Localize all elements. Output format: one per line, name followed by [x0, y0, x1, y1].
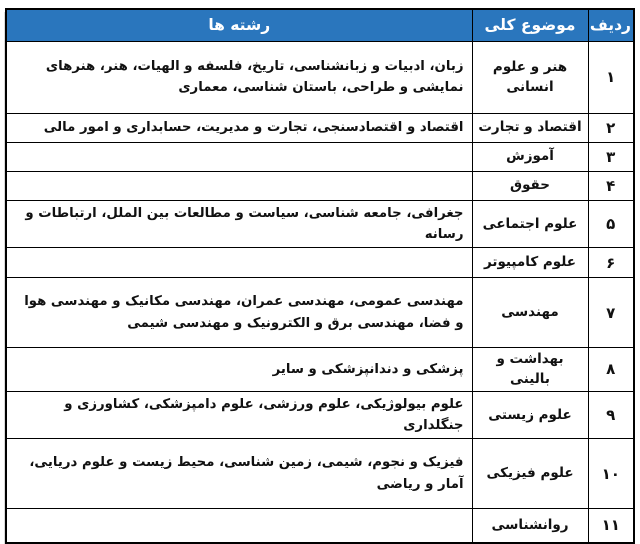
- header-row: ردیف موضوع کلی رشته ها: [5, 8, 635, 42]
- row-number: ۱۰: [587, 438, 635, 510]
- fields-cell: [5, 247, 473, 279]
- row-number: ۲: [587, 112, 635, 143]
- subject-cell: علوم زیستی: [471, 390, 589, 440]
- table-row: ۸ بهداشت و بالینی پزشکی و دندانپزشکی و س…: [5, 347, 635, 392]
- table-row: ۲ اقتصاد و تجارت اقتصاد و اقتصادسنجی، تج…: [5, 112, 635, 143]
- table-row: ۶ علوم کامپیوتر: [5, 247, 635, 279]
- fields-cell: پزشکی و دندانپزشکی و سایر: [5, 347, 473, 392]
- fields-cell: مهندسی عمومی، مهندسی عمران، مهندسی مکانی…: [5, 277, 473, 349]
- subject-cell: حقوق: [471, 170, 589, 201]
- subject-cell: مهندسی: [471, 277, 589, 349]
- fields-cell: اقتصاد و اقتصادسنجی، تجارت و مدیریت، حسا…: [5, 112, 473, 143]
- row-number: ۴: [587, 170, 635, 201]
- row-number: ۱: [587, 40, 635, 114]
- row-number: ۳: [587, 141, 635, 172]
- row-number: ۶: [587, 247, 635, 279]
- fields-cell: جغرافی، جامعه شناسی، سیاست و مطالعات بین…: [5, 199, 473, 249]
- table-row: ۱۰ علوم فیزیکی فیزیک و نجوم، شیمی، زمین …: [5, 438, 635, 510]
- header-mozoo: موضوع کلی: [471, 8, 589, 42]
- fields-cell: زبان، ادبیات و زبانشناسی، تاریخ، فلسفه و…: [5, 40, 473, 114]
- fields-cell: علوم بیولوژیکی، علوم ورزشی، علوم دامپزشک…: [5, 390, 473, 440]
- table-row: ۹ علوم زیستی علوم بیولوژیکی، علوم ورزشی،…: [5, 390, 635, 440]
- subject-cell: روانشناسی: [471, 508, 589, 544]
- table-row: ۳ آموزش: [5, 141, 635, 172]
- row-number: ۵: [587, 199, 635, 249]
- subject-cell: علوم فیزیکی: [471, 438, 589, 510]
- row-number: ۱۱: [587, 508, 635, 544]
- fields-cell: [5, 170, 473, 201]
- table-row: ۴ حقوق: [5, 170, 635, 201]
- header-radif: ردیف: [587, 8, 635, 42]
- row-number: ۸: [587, 347, 635, 392]
- subjects-table: ردیف موضوع کلی رشته ها ۱ هنر و علوم انسا…: [5, 8, 635, 544]
- subject-cell: هنر و علوم انسانی: [471, 40, 589, 114]
- subject-cell: علوم کامپیوتر: [471, 247, 589, 279]
- subject-cell: آموزش: [471, 141, 589, 172]
- table-row: ۷ مهندسی مهندسی عمومی، مهندسی عمران، مهن…: [5, 277, 635, 349]
- header-reshteha: رشته ها: [5, 8, 473, 42]
- table-row: ۱۱ روانشناسی: [5, 508, 635, 544]
- subject-cell: علوم اجتماعی: [471, 199, 589, 249]
- row-number: ۷: [587, 277, 635, 349]
- fields-cell: [5, 508, 473, 544]
- fields-cell: فیزیک و نجوم، شیمی، زمین شناسی، محیط زیس…: [5, 438, 473, 510]
- table-row: ۱ هنر و علوم انسانی زبان، ادبیات و زبانش…: [5, 40, 635, 114]
- row-number: ۹: [587, 390, 635, 440]
- document-page: ردیف موضوع کلی رشته ها ۱ هنر و علوم انسا…: [5, 8, 635, 544]
- subject-cell: اقتصاد و تجارت: [471, 112, 589, 143]
- fields-cell: [5, 141, 473, 172]
- table-row: ۵ علوم اجتماعی جغرافی، جامعه شناسی، سیاس…: [5, 199, 635, 249]
- subject-cell: بهداشت و بالینی: [471, 347, 589, 392]
